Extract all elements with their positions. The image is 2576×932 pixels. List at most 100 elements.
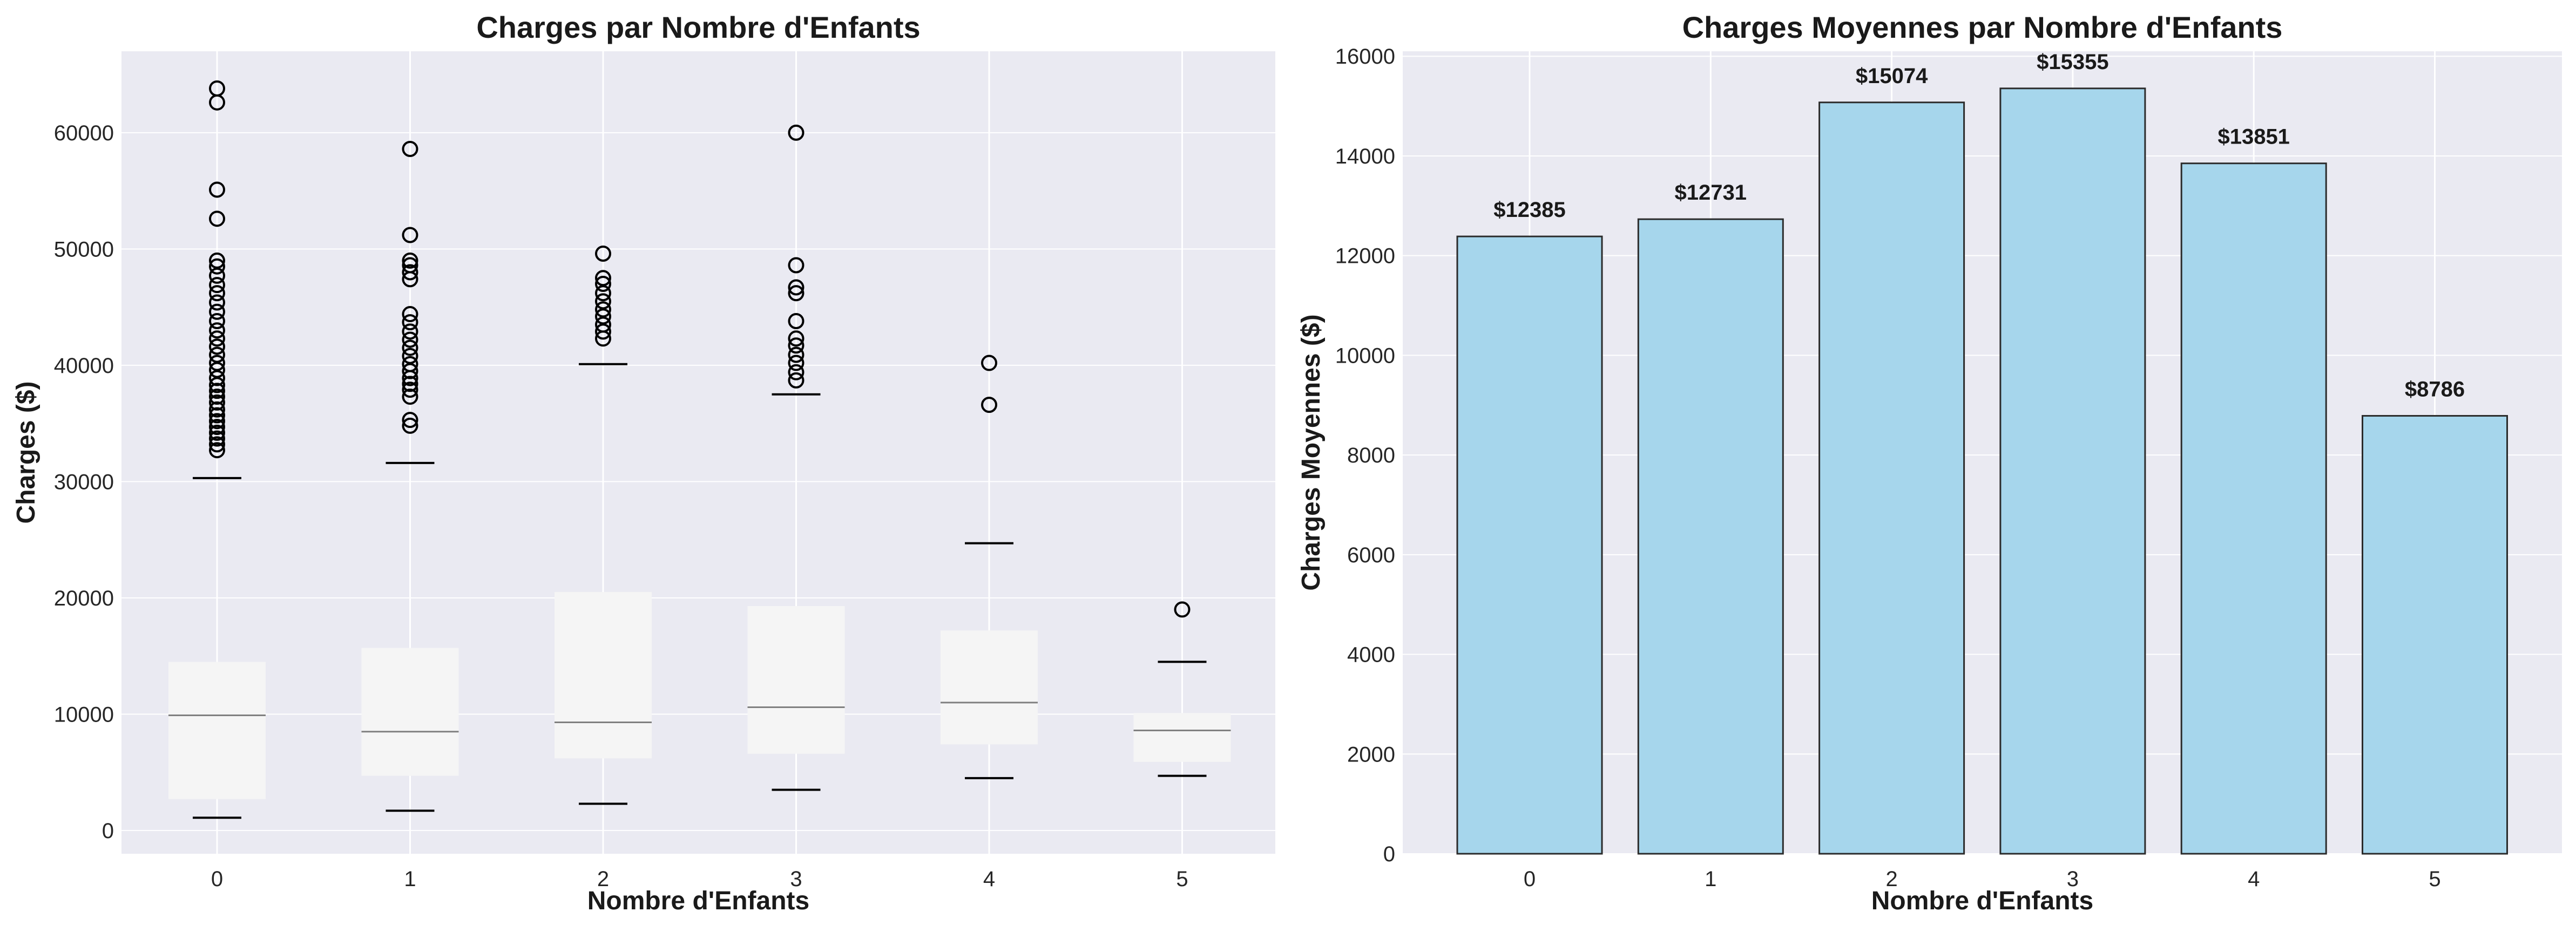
box-y-tick-label: 50000 <box>54 237 114 261</box>
box-iqr <box>361 648 459 776</box>
bar-chart: $12385$12731$15074$15355$13851$8786 0200… <box>1297 10 2562 915</box>
box-outlier-point <box>595 285 611 302</box>
bar-y-tick-label: 16000 <box>1335 45 1395 69</box>
bar <box>1456 235 1603 855</box>
box-outlier-point <box>595 293 611 310</box>
bar-x-axis-label: Nombre d'Enfants <box>1871 887 2093 915</box>
box-outlier-point <box>209 330 225 347</box>
bar-x-tick-label: 0 <box>1524 867 1536 891</box>
box-outlier-point <box>209 377 225 393</box>
box-outlier-point <box>209 362 225 378</box>
box-y-tick-label: 60000 <box>54 121 114 145</box>
box-iqr <box>555 592 652 759</box>
box-outlier-point <box>1174 601 1191 618</box>
box-y-tick-label: 0 <box>102 819 114 843</box>
bar-y-axis-label: Charges Moyennes ($) <box>1297 314 1326 590</box>
box-outlier-point <box>788 257 804 274</box>
box-outlier-point <box>595 308 611 325</box>
box-outlier-point <box>209 407 225 424</box>
bar-y-tick-label: 8000 <box>1347 444 1395 467</box>
box-outlier-point <box>402 323 418 340</box>
box-outlier-point <box>209 383 225 399</box>
box-outlier-point <box>209 413 225 430</box>
box-outlier-point <box>209 322 225 339</box>
box-outlier-point <box>595 270 611 287</box>
box-outlier-point <box>788 279 804 296</box>
box-outlier-point <box>402 264 418 281</box>
box-x-tick-label: 3 <box>790 867 802 891</box>
box-x-tick-label: 4 <box>983 867 995 891</box>
bar-y-tick-label: 12000 <box>1335 244 1395 268</box>
bar-data-label: $15074 <box>1856 64 1928 88</box>
box-outlier-point <box>209 389 225 405</box>
box-outlier-point <box>788 124 804 141</box>
box-outlier-point <box>209 285 225 302</box>
box-outlier-point <box>209 80 225 97</box>
box-y-axis-label: Charges ($) <box>12 381 40 523</box>
box-outlier-point <box>209 267 225 284</box>
box-outlier-point <box>595 323 611 340</box>
box-x-tick-label: 2 <box>597 867 609 891</box>
box-outlier-point <box>595 276 611 292</box>
box-outlier-point <box>788 372 804 389</box>
box-outlier-point <box>402 314 418 331</box>
box-iqr <box>941 630 1038 745</box>
box-outlier-point <box>209 419 225 436</box>
box-outlier-point <box>788 355 804 371</box>
box-outlier-point <box>209 252 225 269</box>
box-outlier-point <box>402 339 418 356</box>
bar-y-tick-label: 4000 <box>1347 643 1395 667</box>
bar-x-tick-labels: 0 1 2 3 4 5 <box>1524 867 2441 891</box>
box-x-tick-label: 1 <box>404 867 416 891</box>
box-outlier-point <box>209 210 225 227</box>
bar-x-tick-label: 4 <box>2248 867 2260 891</box>
box-outlier-point <box>209 370 225 386</box>
bar-data-label: $12731 <box>1675 181 1747 205</box>
box-outlier-point <box>788 346 804 363</box>
box-outlier-point <box>595 245 611 262</box>
box-outlier-point <box>981 397 997 413</box>
box-outlier-point <box>402 417 418 434</box>
box-outlier-point <box>402 227 418 243</box>
box-y-tick-label: 30000 <box>54 470 114 494</box>
box-outlier-point <box>402 141 418 158</box>
bar <box>1818 101 1965 855</box>
box-iqr <box>747 606 845 754</box>
box-outlier-point <box>209 294 225 311</box>
box-x-tick-label: 5 <box>1176 867 1188 891</box>
bar <box>1999 87 2146 855</box>
bar <box>2362 415 2508 855</box>
box-outlier-point <box>595 301 611 318</box>
box-outlier-point <box>788 364 804 380</box>
bar-marks <box>1456 87 2508 855</box>
box-outlier-point <box>209 394 225 411</box>
bar-chart-title: Charges Moyennes par Nombre d'Enfants <box>1682 10 2283 44</box>
box-y-tick-label: 10000 <box>54 703 114 726</box>
bar-data-label: $15355 <box>2037 50 2108 74</box>
box-outlier-point <box>209 346 225 363</box>
box-iqr <box>168 662 266 799</box>
box-chart-title: Charges par Nombre d'Enfants <box>476 10 920 44</box>
box-marks <box>168 80 1231 819</box>
bar-data-label: $13851 <box>2217 125 2289 149</box>
box-outlier-point <box>209 424 225 441</box>
box-y-tick-label: 40000 <box>54 354 114 378</box>
box-outlier-point <box>209 355 225 371</box>
box-outlier-point <box>595 316 611 333</box>
box-outlier-point <box>402 306 418 323</box>
box-iqr <box>1133 713 1231 762</box>
box-x-axis-label: Nombre d'Enfants <box>587 887 809 915</box>
box-outlier-point <box>402 348 418 364</box>
box-outlier-point <box>402 257 418 274</box>
box-outlier-point <box>788 330 804 347</box>
bar-data-labels: $12385 $12731 $15074 $15355 $13851 $8786 <box>1493 50 2465 402</box>
bar-data-label: $12385 <box>1493 198 1565 222</box>
bar-y-tick-label: 2000 <box>1347 743 1395 766</box>
box-outlier-point <box>209 277 225 294</box>
box-outlier-point <box>788 337 804 354</box>
bar-y-tick-label: 0 <box>1383 842 1395 866</box>
bar-y-tick-label: 10000 <box>1335 344 1395 368</box>
box-outlier-point <box>209 430 225 447</box>
box-outlier-point <box>209 442 225 459</box>
